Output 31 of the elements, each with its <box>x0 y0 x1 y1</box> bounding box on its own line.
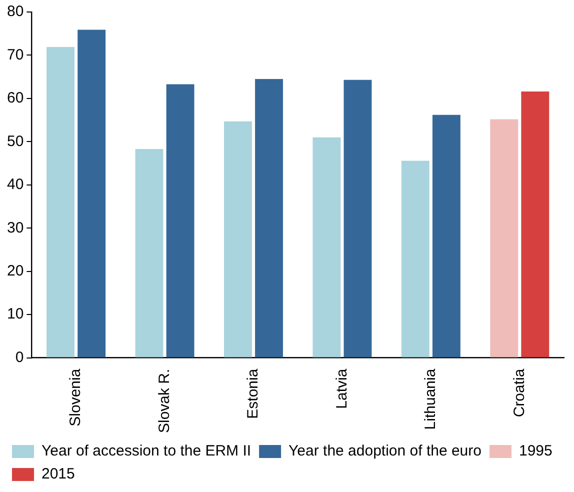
bar <box>46 47 74 358</box>
legend-label: 2015 <box>42 466 75 483</box>
bar <box>490 119 518 358</box>
legend-label: Year of accession to the ERM II <box>42 442 252 460</box>
x-tick-label: Estonia <box>244 368 262 419</box>
y-tick-label: 0 <box>15 348 24 366</box>
x-tick-label: Latvia <box>333 368 350 409</box>
bar <box>255 79 283 358</box>
y-tick-label: 20 <box>6 262 24 280</box>
bar <box>135 149 164 358</box>
bar <box>78 30 106 358</box>
bar <box>224 121 252 358</box>
bar <box>312 137 341 358</box>
bar <box>166 84 194 358</box>
legend-label: Year the adoption of the euro <box>288 442 482 460</box>
bar <box>521 92 550 358</box>
x-tick-label: Slovenia <box>67 368 84 426</box>
y-tick-label: 50 <box>6 132 24 150</box>
y-tick-label: 80 <box>6 3 24 20</box>
bar <box>432 114 460 358</box>
y-tick-label: 40 <box>6 176 24 194</box>
y-tick-label: 10 <box>6 306 24 323</box>
legend-label: 1995 <box>518 442 552 460</box>
x-tick-label: Slovak R. <box>156 368 173 434</box>
y-tick-label: 70 <box>6 46 24 64</box>
bar <box>344 80 372 358</box>
y-tick-label: 60 <box>6 90 24 107</box>
x-tick-label: Lithuania <box>422 368 440 430</box>
y-tick-label: 30 <box>6 219 24 236</box>
x-tick-label: Croatia <box>510 368 528 418</box>
bar <box>401 160 430 358</box>
